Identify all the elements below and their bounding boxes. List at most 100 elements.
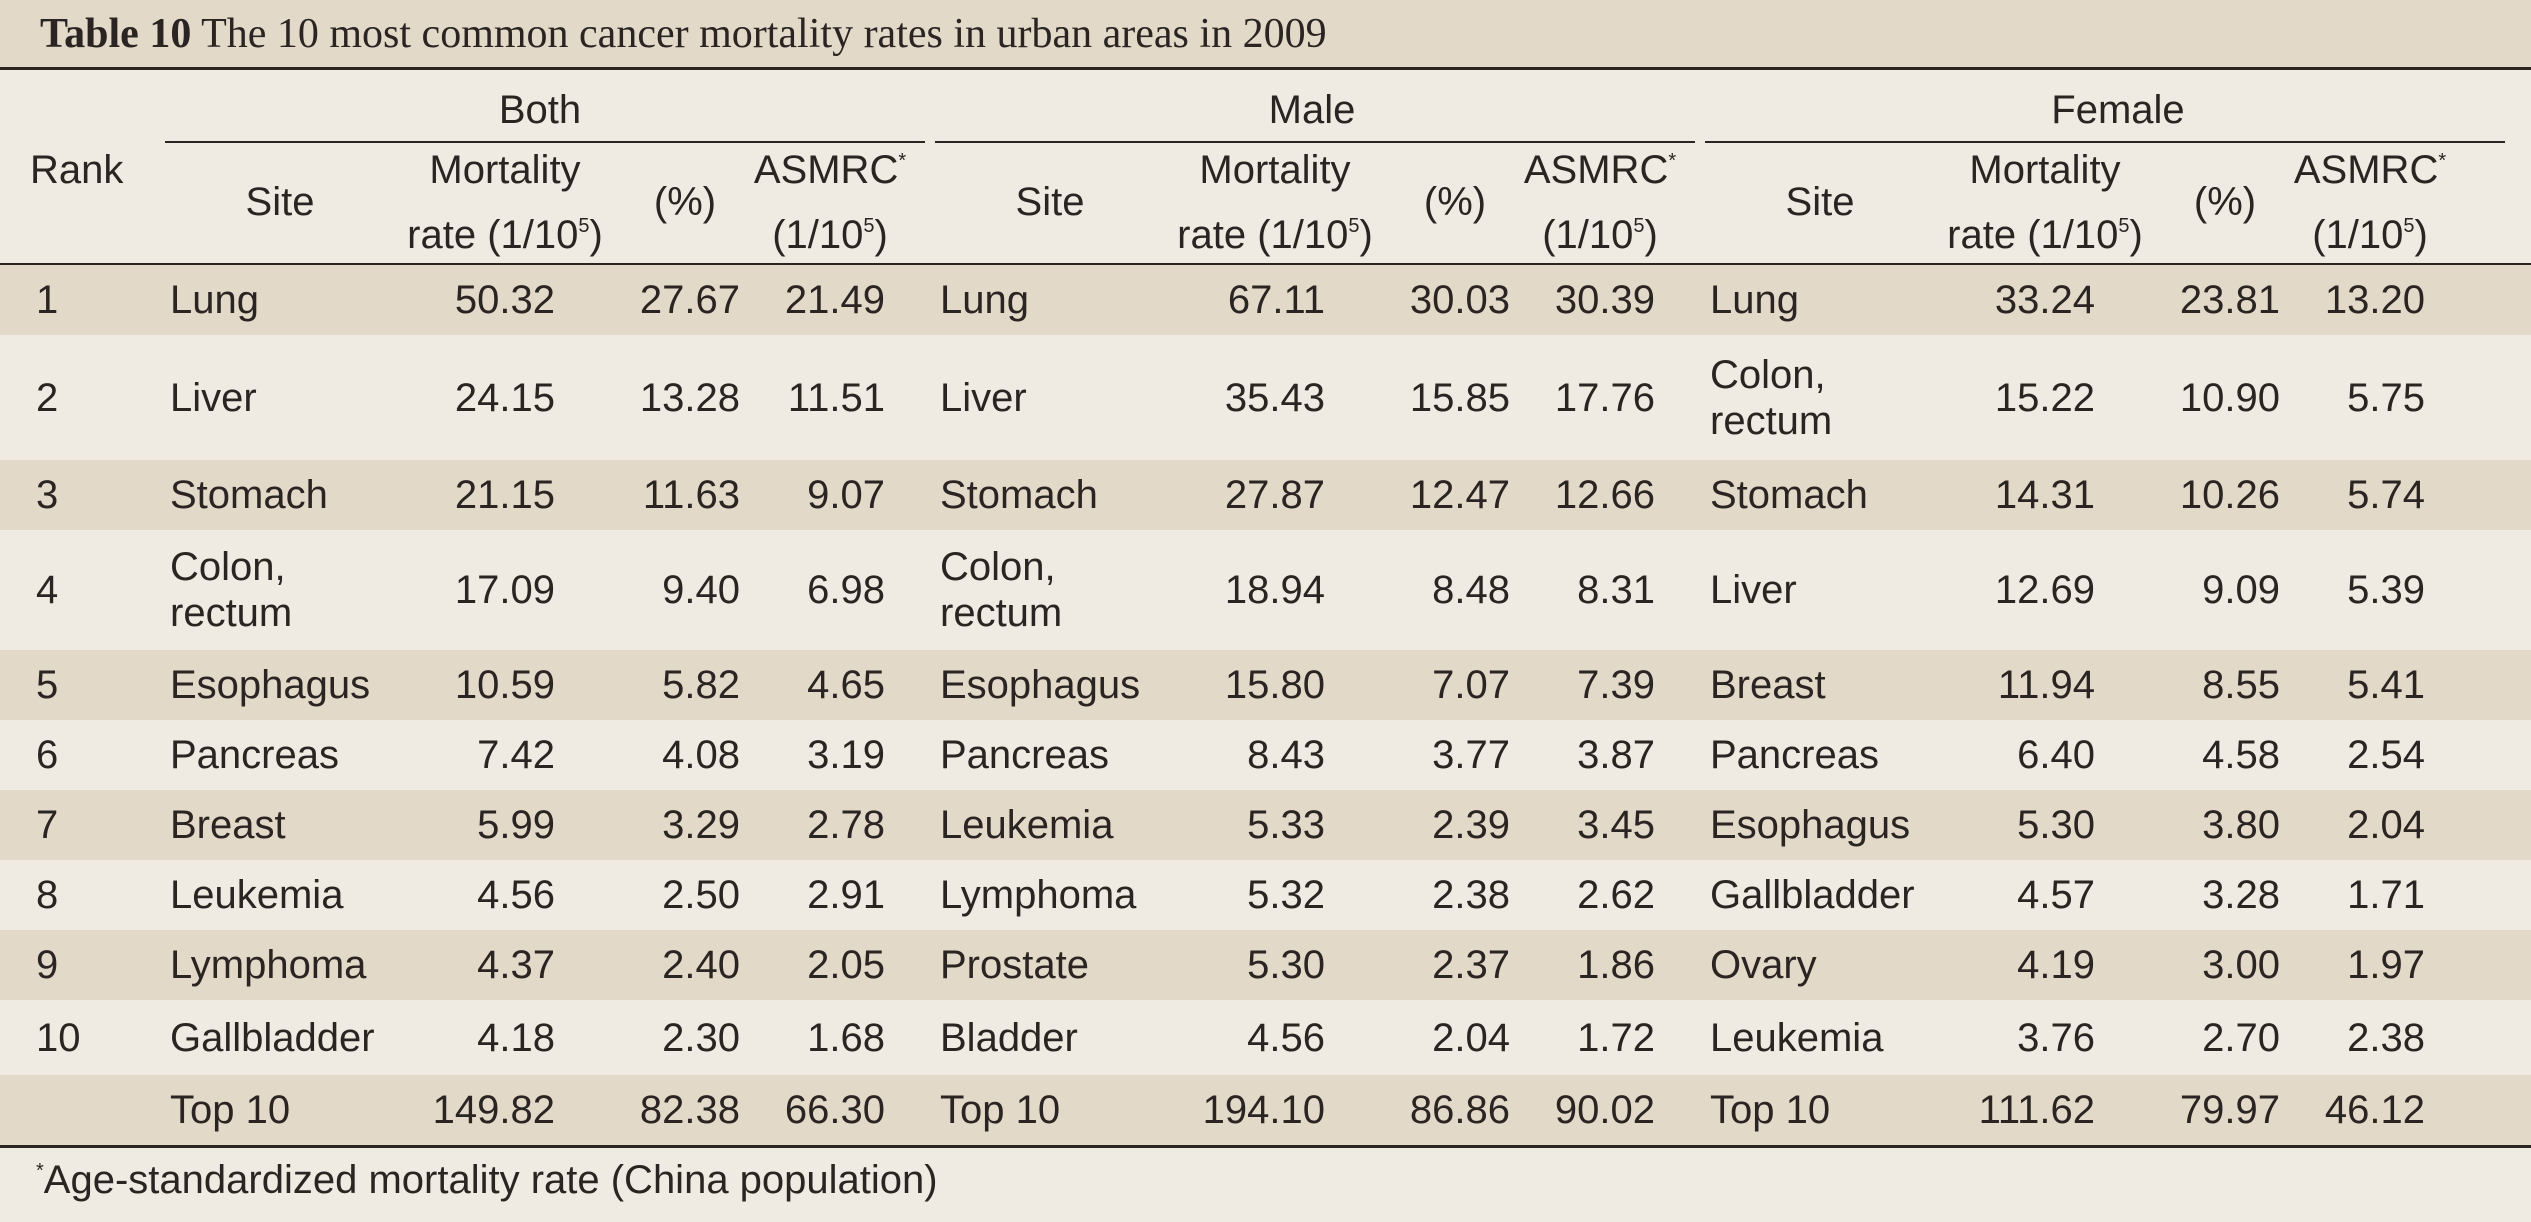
asmrc-cell-male: 1.72 (1577, 1015, 1655, 1060)
percent-cell-male: 12.47 (1409, 473, 1510, 517)
percent-cell-female: 2.70 (2202, 1015, 2280, 1060)
percent-cell-male: 2.04 (1432, 1015, 1510, 1060)
asmrc-unit-close: ) (874, 213, 888, 257)
table-bottom-rule (0, 1145, 2531, 1148)
rank-cell: 6 (36, 733, 59, 777)
site-cell-both: Esophagus (170, 663, 371, 707)
group-label-both: Both (498, 88, 582, 132)
rank-cell: 3 (36, 473, 59, 517)
header-bottom-rule (0, 263, 2531, 265)
site-cell-female: Lung (1710, 278, 1799, 322)
asmrc-unit-text: (1/10 (1542, 213, 1634, 257)
asmrc-header-male: ASMRC* (1515, 140, 1685, 200)
table-row: 1 Lung 50.32 27.67 21.49 Lung 67.11 30.03 30.39 L… (0, 265, 2531, 335)
percent-cell-female: 3.28 (2202, 873, 2280, 917)
site-cell-female: Stomach (1710, 473, 1868, 517)
percent-cell-both: 2.40 (662, 943, 740, 987)
site-cell-female: Ovary (1710, 943, 1817, 987)
asmrc-cell-female: 2.54 (2347, 733, 2425, 777)
asmrc-cell-female: 13.20 (2324, 278, 2425, 322)
asmrc-asterisk: * (2438, 150, 2447, 172)
mortality-rate-cell-male: 5.33 (1247, 803, 1325, 847)
site-header-male: Site (1015, 180, 1085, 224)
asmrc-cell-female: 46.12 (2324, 1088, 2425, 1132)
mortality-rate-cell-both: 5.99 (477, 803, 555, 847)
asmrc-header-both: ASMRC* (745, 140, 915, 200)
asmrc-cell-female: 5.39 (2347, 568, 2425, 612)
mortality-unit-header-female: rate (1/105) (1925, 205, 2165, 265)
mortality-unit-text: rate (1/10 (1947, 213, 2119, 257)
rank-cell (36, 1075, 156, 1145)
mortality-rate-cell-both: 4.56 (477, 873, 555, 917)
mortality-unit-exponent: 5 (578, 215, 590, 237)
asmrc-cell-male: 2.62 (1577, 873, 1655, 917)
asmrc-unit-exponent: 5 (1633, 215, 1645, 237)
mortality-rate-cell-female: 33.24 (1994, 278, 2095, 322)
asmrc-unit-header-both: (1/105) (745, 205, 915, 265)
asmrc-cell-both: 21.49 (784, 278, 885, 322)
site-cell-male: Esophagus (940, 663, 1141, 707)
asmrc-cell-both: 4.65 (807, 663, 885, 707)
percent-cell-both: 11.63 (642, 473, 740, 517)
asmrc-unit-text: (1/10 (2312, 213, 2404, 257)
percent-cell-male: 2.38 (1432, 873, 1510, 917)
footnote-marker: * (36, 1160, 44, 1182)
mortality-rate-cell-both: 7.42 (477, 733, 555, 777)
percent-cell-male: 7.07 (1432, 663, 1510, 707)
asmrc-unit-close: ) (1644, 213, 1658, 257)
site-cell-male: Liver (940, 375, 1027, 420)
asmrc-unit-exponent: 5 (2403, 215, 2415, 237)
mortality-rate-cell-female: 4.19 (2017, 943, 2095, 987)
asmrc-label: ASMRC (753, 148, 899, 192)
group-rule-both (165, 141, 925, 143)
mortality-rate-cell-male: 27.87 (1224, 473, 1325, 517)
percent-cell-female: 9.09 (2202, 568, 2280, 612)
percent-cell-male: 8.48 (1432, 568, 1510, 612)
site-cell-female: Pancreas (1710, 733, 1879, 777)
asmrc-cell-female: 5.41 (2347, 663, 2425, 707)
mortality-header-female: Mortality (1969, 148, 2121, 192)
site-cell-both: Liver (170, 375, 257, 420)
mortality-rate-cell-female: 14.31 (1994, 473, 2095, 517)
mortality-rate-cell-both: 17.09 (454, 568, 555, 612)
percent-cell-both: 9.40 (662, 568, 740, 612)
mortality-unit-close: ) (2129, 213, 2143, 257)
asmrc-cell-both: 2.78 (807, 803, 885, 847)
asmrc-cell-both: 9.07 (807, 473, 885, 517)
asmrc-unit-close: ) (2414, 213, 2428, 257)
asmrc-cell-male: 17.76 (1554, 375, 1655, 420)
mortality-rate-cell-male: 194.10 (1202, 1088, 1325, 1132)
group-label-male: Male (1268, 88, 1356, 132)
rank-cell: 8 (36, 873, 59, 917)
asmrc-cell-both: 1.68 (807, 1015, 885, 1060)
group-rule-male (935, 141, 1695, 143)
site-cell-both: Leukemia (170, 873, 344, 917)
site-cell-female: Esophagus (1710, 803, 1911, 847)
asmrc-cell-female: 2.38 (2347, 1015, 2425, 1060)
site-cell-female: Top 10 (1710, 1088, 1831, 1132)
asmrc-unit-header-male: (1/105) (1515, 205, 1685, 265)
mortality-rate-cell-female: 12.69 (1994, 568, 2095, 612)
mortality-rate-cell-both: 24.15 (454, 375, 555, 420)
asmrc-cell-male: 8.31 (1577, 568, 1655, 612)
mortality-rate-cell-male: 15.80 (1224, 663, 1325, 707)
percent-cell-female: 10.26 (2179, 473, 2280, 517)
rank-cell: 10 (36, 1015, 81, 1060)
percent-cell-female: 3.00 (2202, 943, 2280, 987)
asmrc-cell-both: 11.51 (787, 375, 885, 420)
asmrc-cell-male: 7.39 (1577, 663, 1655, 707)
percent-cell-both: 5.82 (662, 663, 740, 707)
site-cell-male: Prostate (940, 943, 1089, 987)
table-row: 6 Pancreas 7.42 4.08 3.19 Pancreas 8.43 3.77 3.8… (0, 720, 2531, 790)
mortality-unit-exponent: 5 (1348, 215, 1360, 237)
percent-cell-both: 13.28 (639, 375, 740, 420)
mortality-unit-close: ) (589, 213, 603, 257)
mortality-unit-text: rate (1/10 (1177, 213, 1349, 257)
table-title-bar: Table 10 The 10 most common cancer morta… (0, 0, 2531, 70)
mortality-rate-cell-both: 50.32 (454, 278, 555, 322)
mortality-rate-cell-female: 15.22 (1994, 375, 2095, 420)
mortality-rate-cell-both: 149.82 (432, 1088, 555, 1132)
asmrc-cell-both: 3.19 (807, 733, 885, 777)
asmrc-cell-female: 5.75 (2347, 375, 2425, 420)
mortality-unit-header-both: rate (1/105) (385, 205, 625, 265)
